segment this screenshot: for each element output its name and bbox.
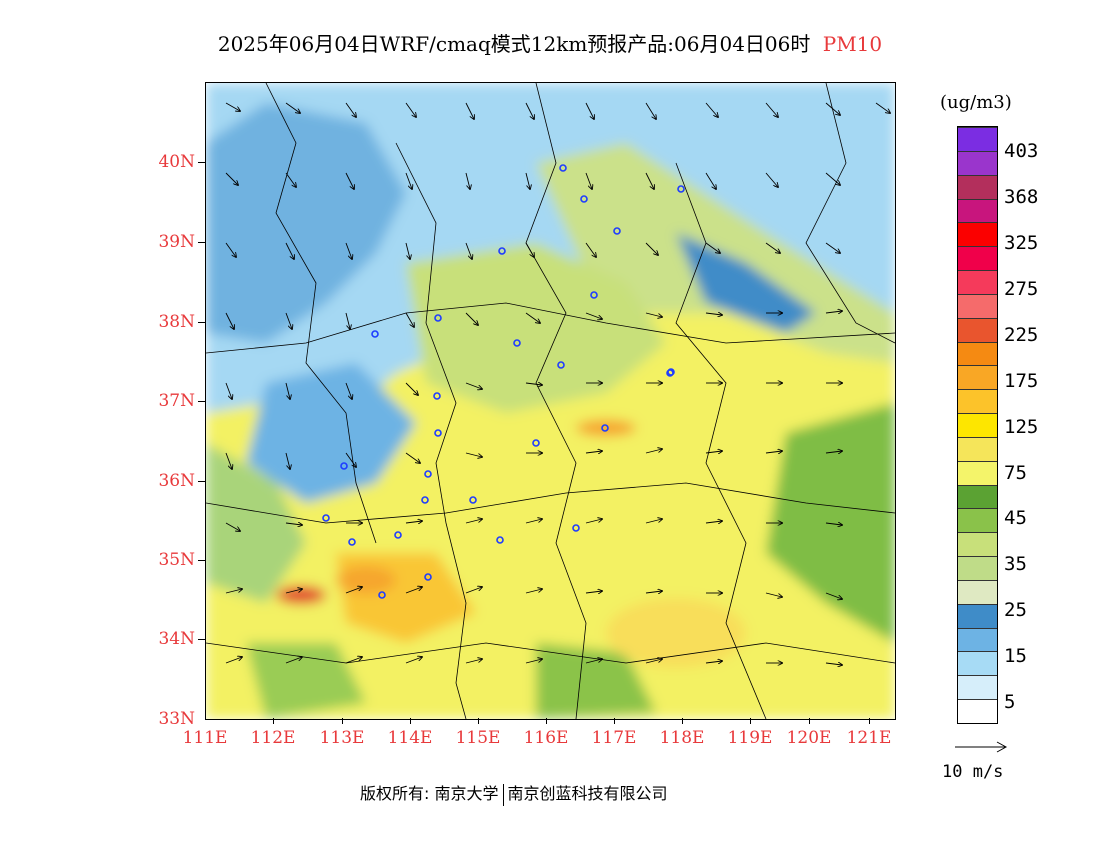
colorbar-label: 403: [1004, 140, 1039, 162]
colorbar-bin: [958, 293, 997, 318]
lat-label-39: 39N: [158, 232, 195, 252]
map-canvas: [206, 83, 895, 719]
colorbar-label: 175: [1004, 370, 1039, 392]
lat-label-40: 40N: [158, 152, 195, 172]
colorbar-label: 45: [1004, 507, 1027, 529]
concentration-field: [206, 83, 895, 719]
lat-label-38: 38N: [158, 312, 195, 332]
colorbar-label: 225: [1004, 324, 1039, 346]
colorbar-bin: [958, 341, 997, 366]
lon-label-116: 116E: [523, 728, 569, 748]
title-text: 2025年06月04日WRF/cmaq模式12km预报产品:06月04日06时: [217, 32, 811, 56]
colorbar-bin: [958, 365, 997, 390]
lat-label-36: 36N: [158, 471, 195, 491]
lat-tick: [198, 242, 205, 243]
colorbar-bin: [958, 317, 997, 342]
lon-tick: [546, 718, 547, 724]
lon-tick: [750, 718, 751, 724]
colorbar-bin: [958, 675, 997, 700]
lon-label-120: 120E: [786, 728, 832, 748]
lat-tick: [198, 560, 205, 561]
colorbar-bin: [958, 579, 997, 604]
lon-tick: [410, 718, 411, 724]
lon-label-113: 113E: [319, 728, 365, 748]
copyright-owner-2: 南京创蓝科技有限公司: [507, 784, 668, 803]
pm10-concentration-map: [205, 82, 896, 720]
lat-tick: [198, 639, 205, 640]
colorbar-bin: [958, 627, 997, 652]
lat-label-33: 33N: [158, 709, 195, 729]
colorbar-label: 15: [1004, 645, 1027, 667]
lat-tick: [198, 162, 205, 163]
lon-tick: [273, 718, 274, 724]
chart-title: 2025年06月04日WRF/cmaq模式12km预报产品:06月04日06时 …: [0, 28, 1100, 57]
pollutant-name: PM10: [822, 32, 883, 56]
colorbar-bin: [958, 127, 997, 151]
colorbar-bin: [958, 532, 997, 557]
colorbar: [957, 126, 998, 724]
lat-label-34: 34N: [158, 629, 195, 649]
lon-tick: [614, 718, 615, 724]
colorbar-bin: [958, 270, 997, 294]
lon-label-117: 117E: [591, 728, 637, 748]
province-borders: [206, 83, 895, 719]
colorbar-label: 325: [1004, 232, 1039, 254]
colorbar-bin: [958, 556, 997, 580]
footer-separator: [502, 783, 504, 806]
lon-label-112: 112E: [250, 728, 296, 748]
colorbar-label: 5: [1004, 691, 1016, 713]
colorbar-label: 125: [1004, 416, 1039, 438]
colorbar-unit: (ug/m3): [940, 92, 1012, 113]
city-markers: [322, 164, 685, 599]
colorbar-bin: [958, 198, 997, 223]
wind-vectors: [225, 102, 890, 665]
colorbar-bin: [958, 699, 997, 723]
copyright-owner-1: 南京大学: [434, 784, 499, 803]
lon-label-121: 121E: [846, 728, 892, 748]
colorbar-label: 25: [1004, 599, 1027, 621]
colorbar-bin: [958, 603, 997, 628]
lon-label-111: 111E: [182, 728, 228, 748]
colorbar-label: 35: [1004, 553, 1027, 575]
lat-label-37: 37N: [158, 391, 195, 411]
colorbar-label: 75: [1004, 462, 1027, 484]
lon-tick: [682, 718, 683, 724]
copyright-footer: 版权所有: 南京大学 南京创蓝科技有限公司: [360, 780, 668, 806]
colorbar-bin: [958, 174, 997, 199]
lat-label-35: 35N: [158, 550, 195, 570]
lat-tick: [198, 401, 205, 402]
colorbar-bin: [958, 222, 997, 247]
lon-tick: [342, 718, 343, 724]
colorbar-bin: [958, 389, 997, 414]
lon-label-115: 115E: [455, 728, 501, 748]
lat-tick: [198, 322, 205, 323]
colorbar-bin: [958, 436, 997, 461]
colorbar-label: 368: [1004, 186, 1039, 208]
colorbar-bin: [958, 413, 997, 437]
lon-tick: [809, 718, 810, 724]
lon-label-119: 119E: [727, 728, 773, 748]
colorbar-bin: [958, 484, 997, 509]
colorbar-bin: [958, 246, 997, 271]
copyright-prefix: 版权所有:: [360, 784, 430, 803]
lon-tick: [478, 718, 479, 724]
lon-label-118: 118E: [659, 728, 705, 748]
wind-reference-label: 10 m/s: [942, 762, 1004, 782]
lat-tick: [198, 481, 205, 482]
lon-tick: [869, 718, 870, 724]
wind-reference-arrow-icon: [955, 741, 1008, 753]
colorbar-label: 275: [1004, 278, 1039, 300]
colorbar-bin: [958, 460, 997, 485]
lon-label-114: 114E: [387, 728, 433, 748]
colorbar-bin: [958, 651, 997, 676]
colorbar-bin: [958, 508, 997, 533]
colorbar-bin: [958, 150, 997, 175]
